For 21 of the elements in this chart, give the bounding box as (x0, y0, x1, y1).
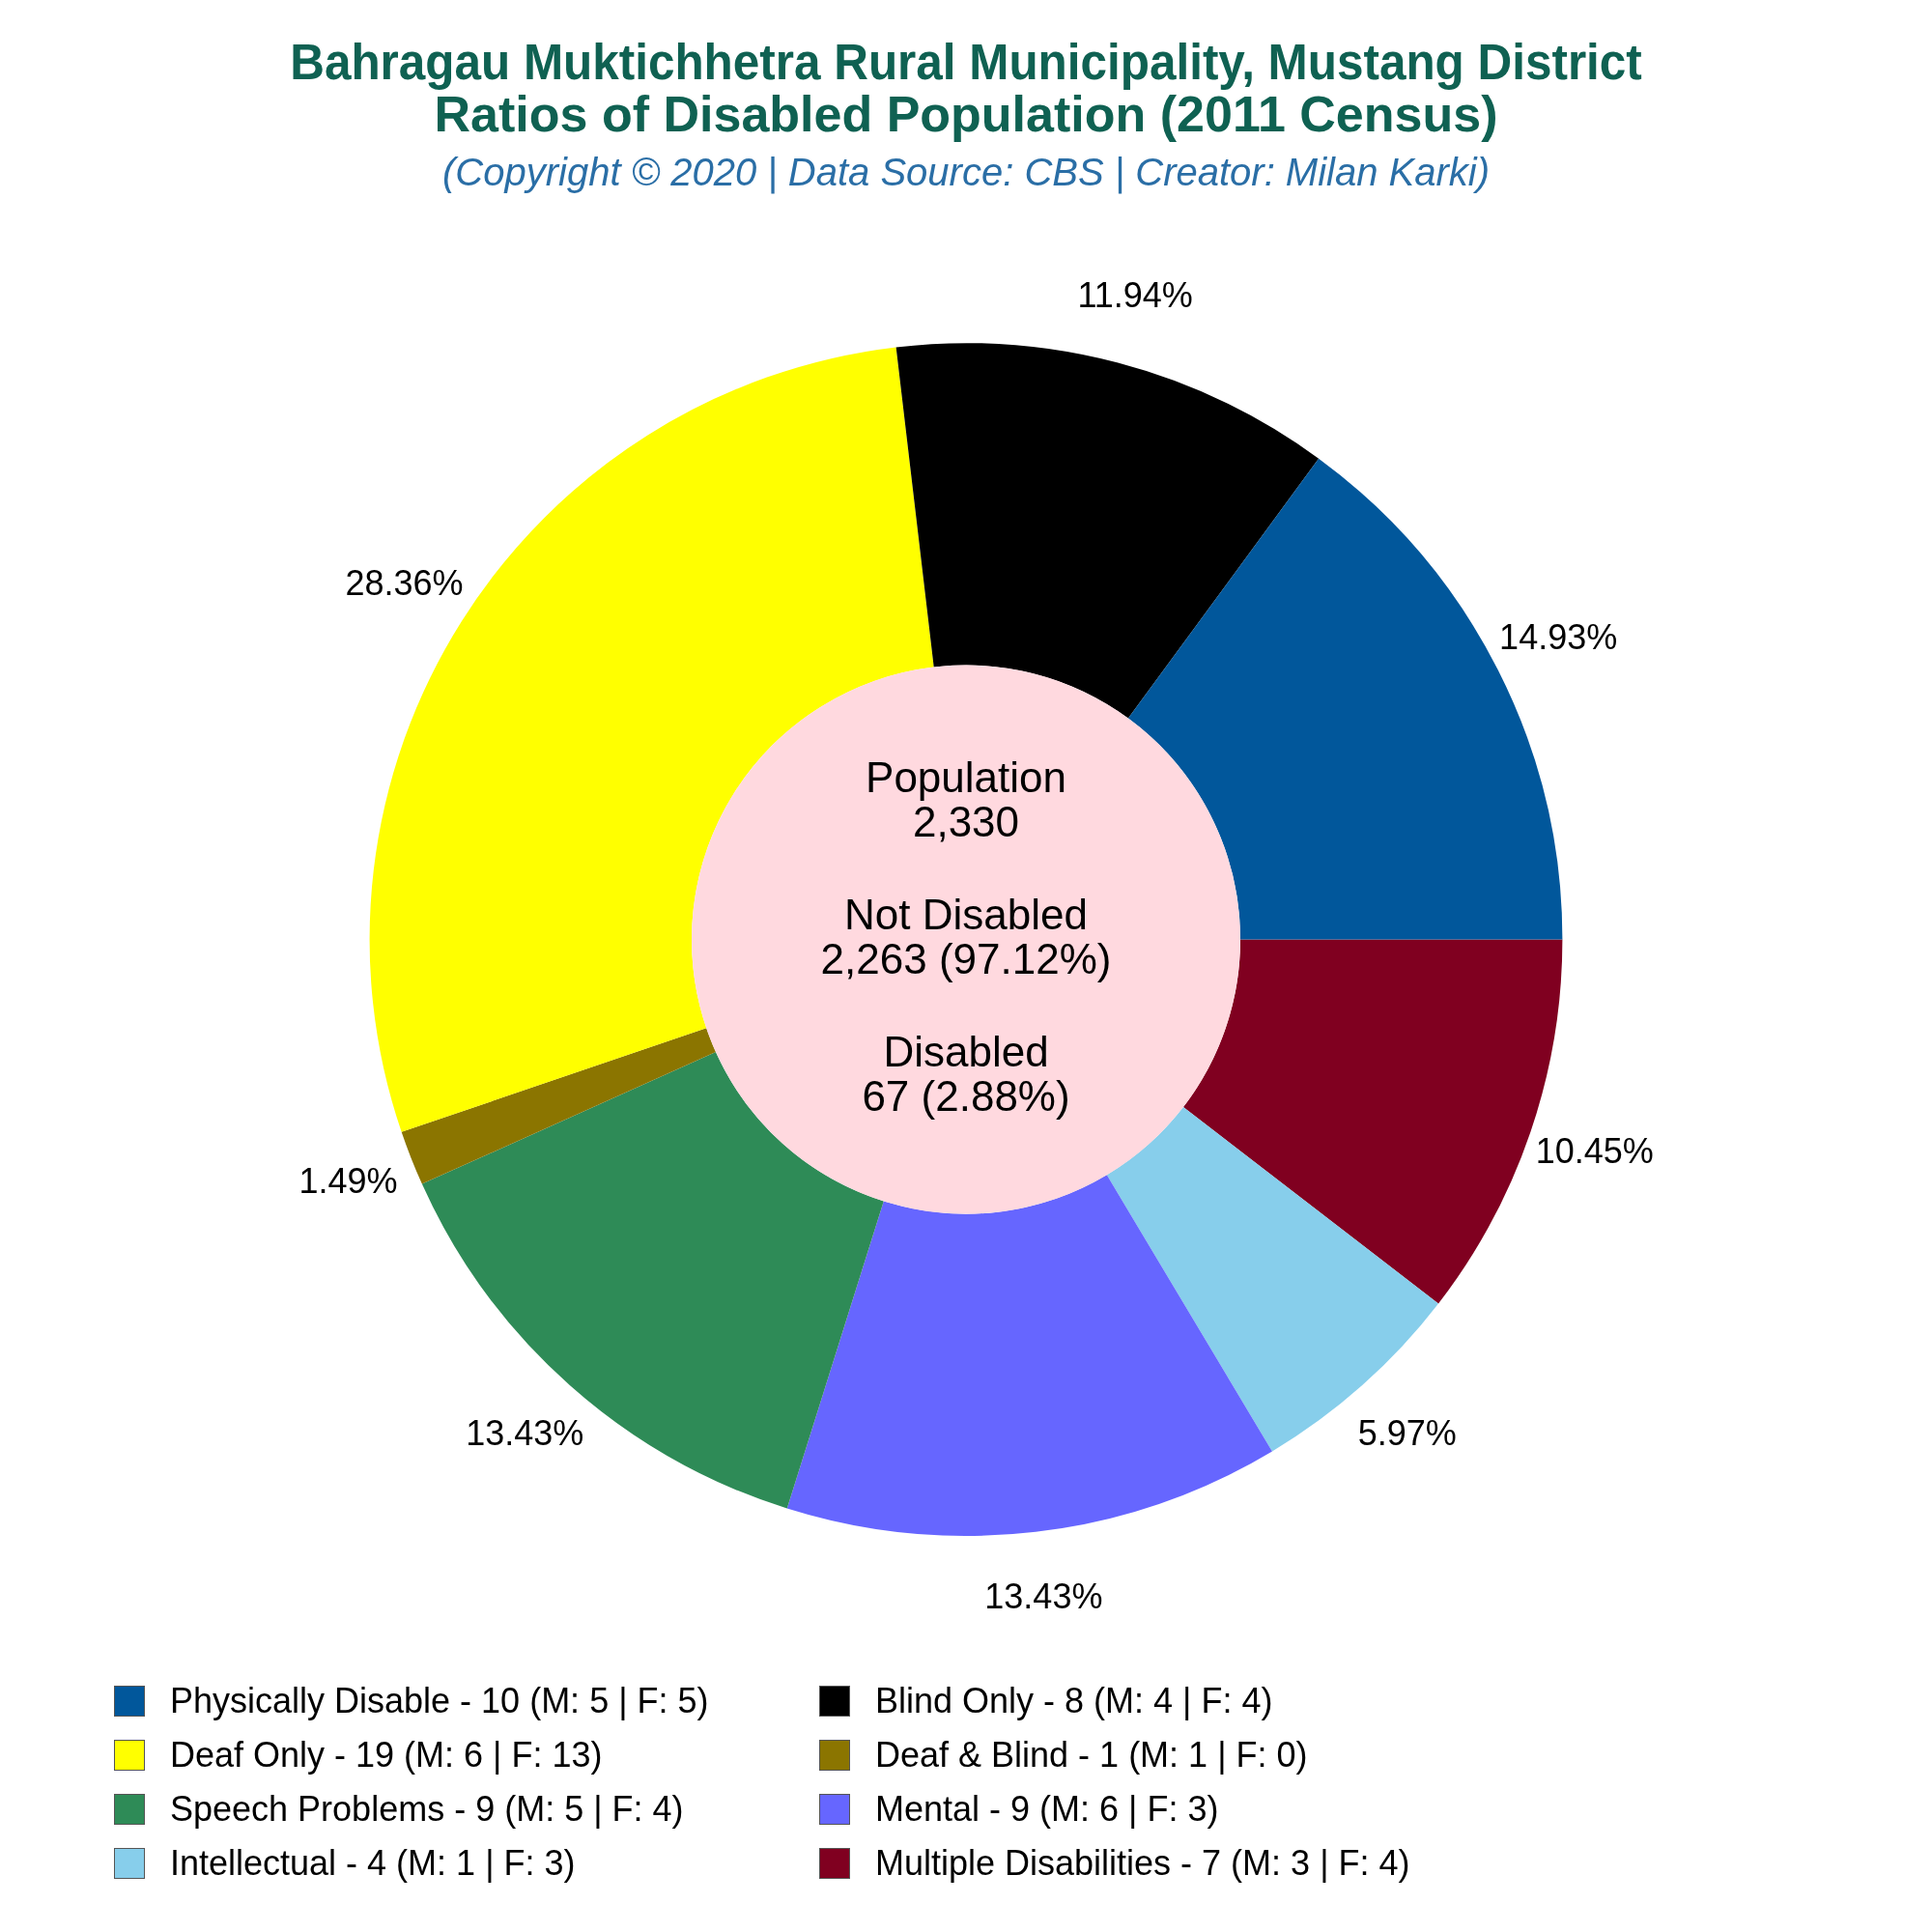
data-label: 11.94% (1077, 274, 1193, 315)
data-label: 14.93% (1499, 616, 1618, 657)
text: Disabled 67 (2.88%) (862, 1027, 1070, 1120)
data-label: 28.36% (345, 563, 464, 604)
data-label: 13.43% (984, 1577, 1103, 1617)
data-label: 13.43% (466, 1413, 584, 1454)
legend-label: Mental - 9 (M: 6 | F: 3) (875, 1789, 1219, 1830)
legend-label: Speech Problems - 9 (M: 5 | F: 4) (170, 1789, 684, 1830)
text: Population 2,330 (866, 753, 1066, 845)
legend-label: Deaf & Blind - 1 (M: 1 | F: 0) (875, 1735, 1308, 1776)
legend-label: Physically Disable - 10 (M: 5 | F: 5) (170, 1681, 709, 1721)
data-label: 1.49% (298, 1160, 398, 1201)
chart-title: Bahragau Muktichhetra Rural Municipality, Mustang District Ratios of Disabled Population (2011 Census) (290, 33, 1642, 143)
chart-subtitle: (Copyright © 2020 | Data Source: CBS | Creator: Milan Karki) (441, 151, 1491, 195)
data-label: 10.45% (1535, 1131, 1654, 1172)
legend-label: Multiple Disabilities - 7 (M: 3 | F: 4) (875, 1843, 1410, 1884)
text: Not Disabled 2,263 (97.12%) (820, 890, 1112, 982)
legend-label: Intellectual - 4 (M: 1 | F: 3) (170, 1843, 576, 1884)
data-label: 5.97% (1357, 1413, 1457, 1454)
legend-label: Blind Only - 8 (M: 4 | F: 4) (875, 1681, 1273, 1721)
legend-label: Deaf Only - 19 (M: 6 | F: 13) (170, 1735, 603, 1776)
